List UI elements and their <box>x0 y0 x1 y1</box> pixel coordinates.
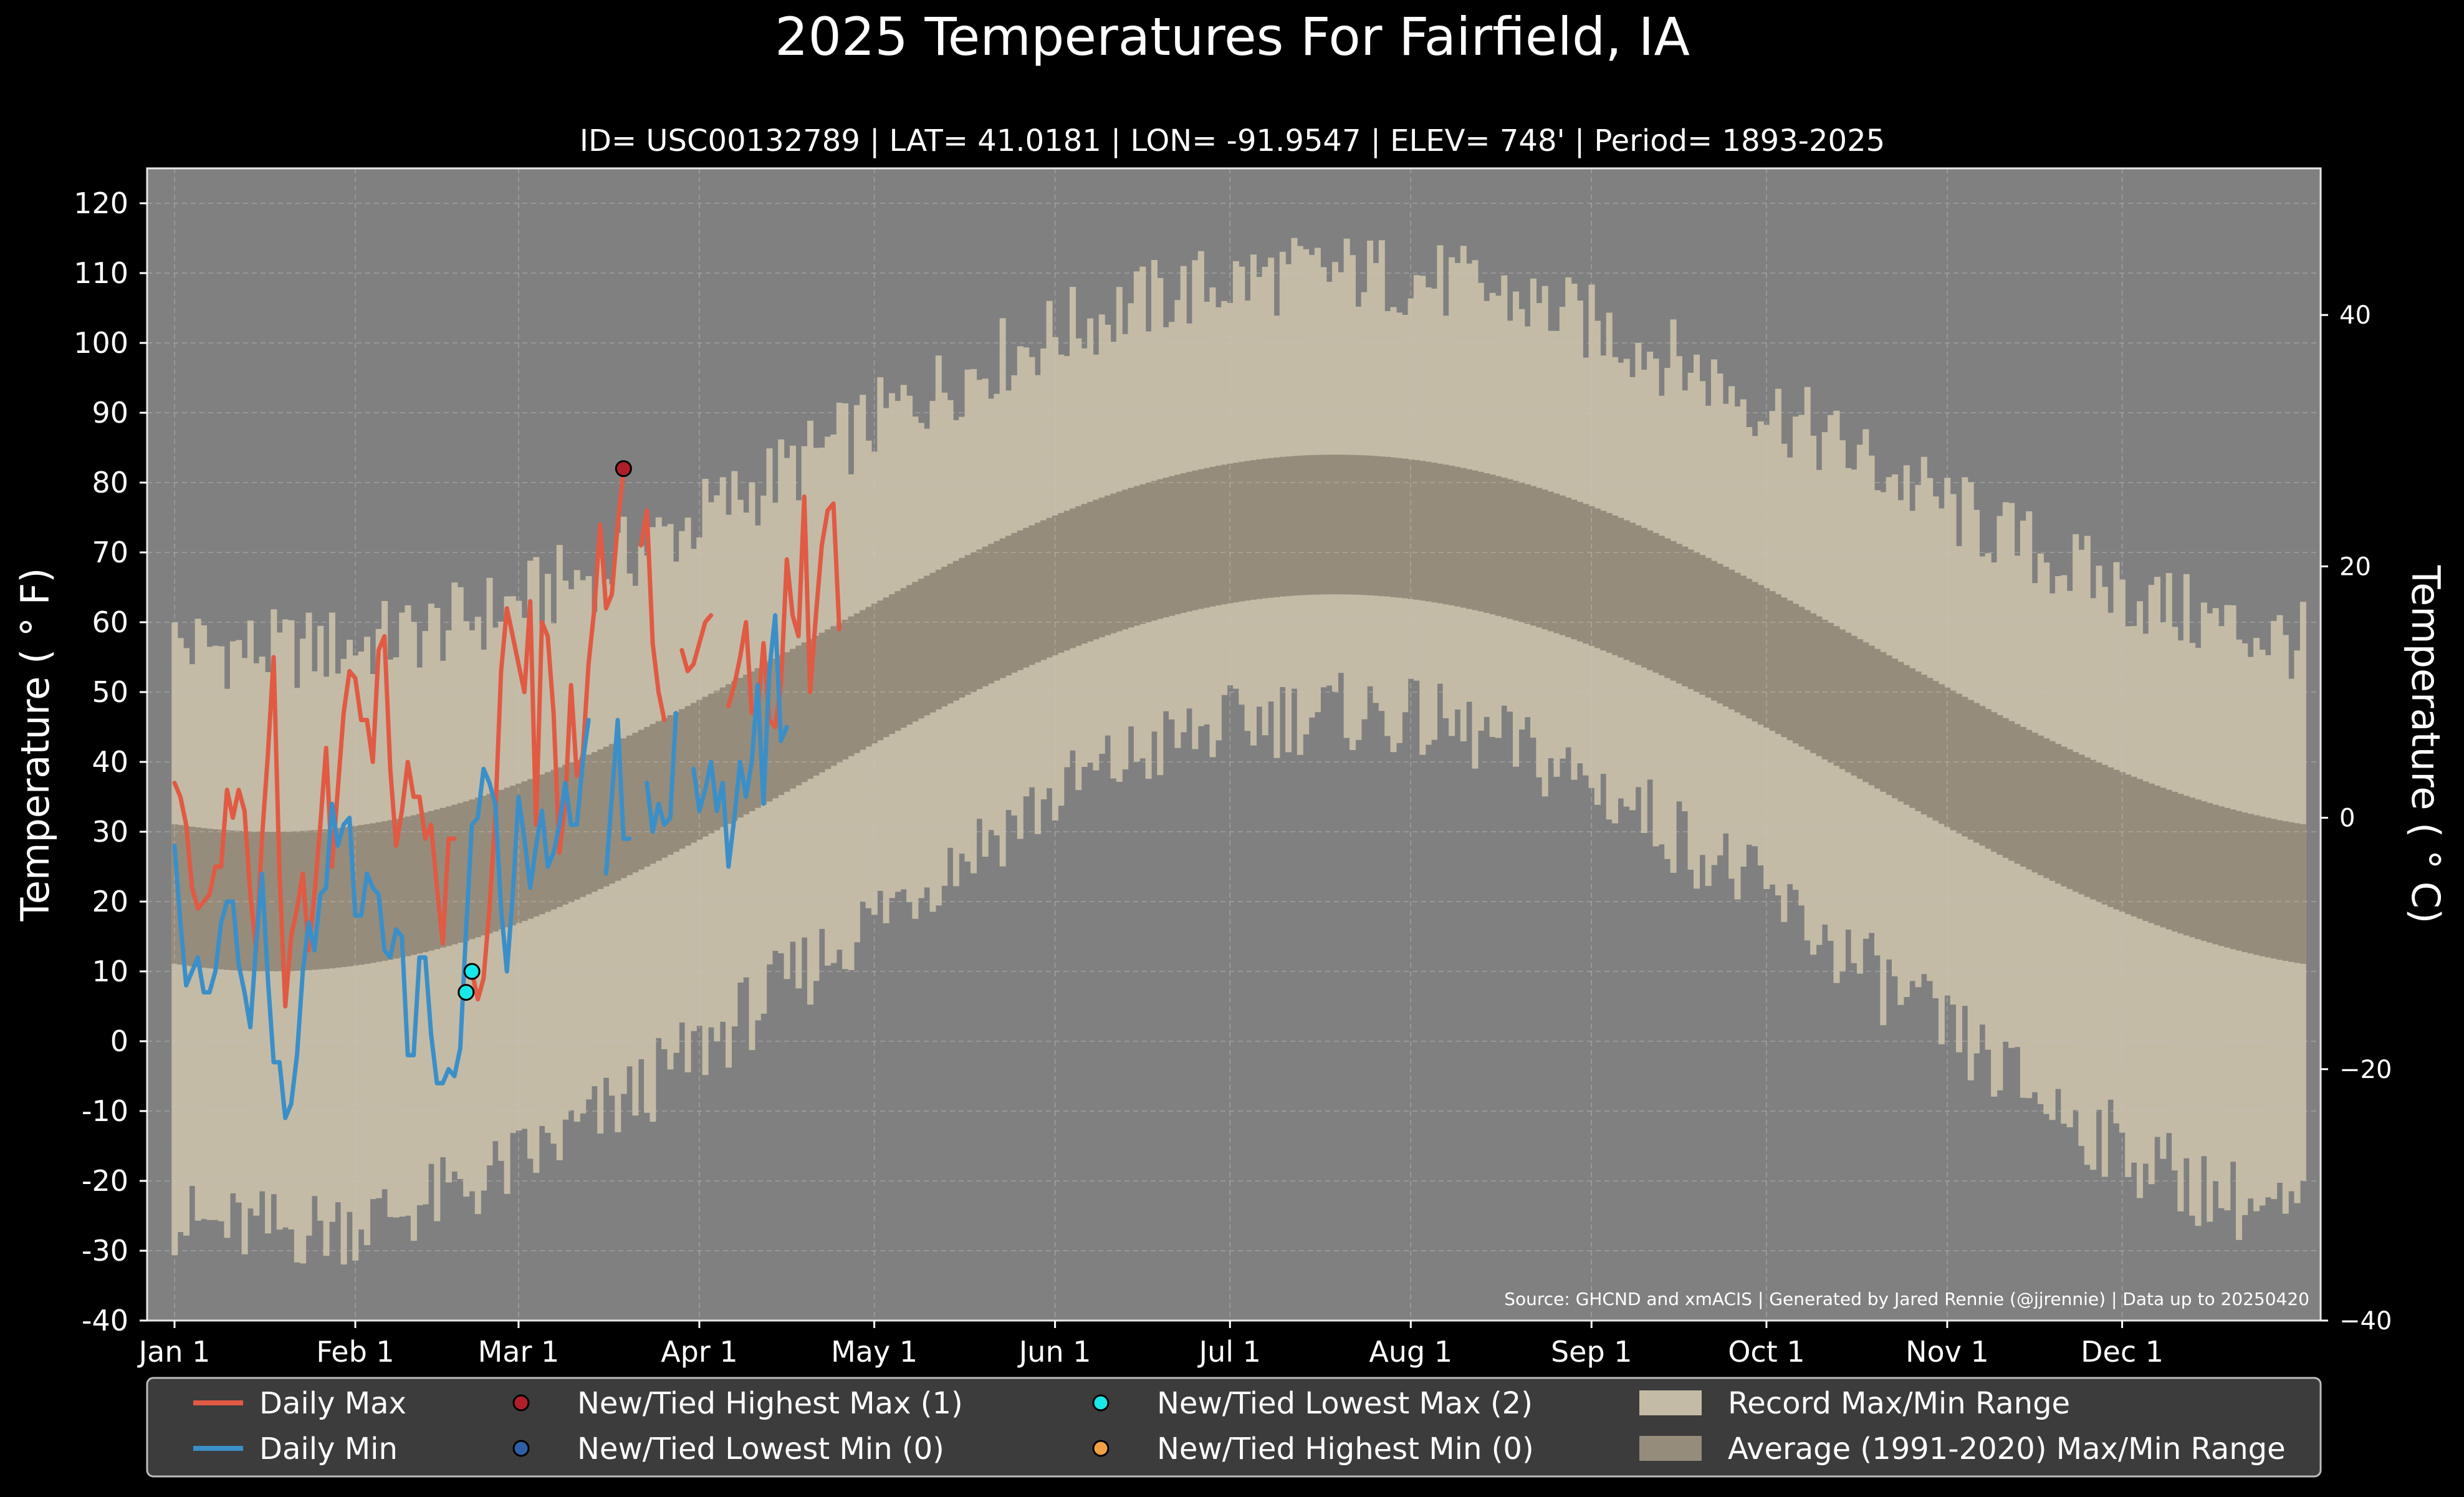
y-right-tick-label: 40 <box>2339 301 2371 330</box>
y-tick-label: 30 <box>92 815 128 849</box>
y-axis-label-right: Temperature ( ° C) <box>2403 565 2448 924</box>
y-tick-label: 90 <box>92 396 128 430</box>
legend-label: Average (1991-2020) Max/Min Range <box>1728 1432 2286 1466</box>
chart-subtitle: ID= USC00132789 | LAT= 41.0181 | LON= -9… <box>580 123 1885 158</box>
y-tick-label: -40 <box>82 1304 128 1337</box>
legend-label: New/Tied Lowest Max (2) <box>1157 1386 1533 1421</box>
x-tick-label: Jun 1 <box>1017 1335 1091 1369</box>
x-tick-label: Mar 1 <box>478 1335 560 1369</box>
y-tick-label: 40 <box>92 745 128 779</box>
y-right-tick-label: 20 <box>2339 552 2371 581</box>
x-axis: Jan 1 Feb 1 Mar 1 Apr 1 May 1 Jun 1 Jul 1 Aug 1… <box>137 1321 2164 1369</box>
legend-swatch-dot <box>1092 1440 1110 1457</box>
plot-area: Source: GHCND and xmACIS | Generated by … <box>146 167 2322 1322</box>
y-tick-label: 10 <box>92 955 128 988</box>
legend-label: Record Max/Min Range <box>1728 1386 2070 1421</box>
legend-swatch-dot <box>1092 1394 1110 1412</box>
record-range-band <box>171 238 2306 1265</box>
y-tick-label: -20 <box>82 1164 128 1198</box>
y-tick-label: 20 <box>92 885 128 918</box>
record-lowest-max-point <box>463 963 481 980</box>
x-tick-label: Feb 1 <box>316 1335 394 1369</box>
legend-swatch-patch <box>1639 1436 1702 1461</box>
x-tick-label: Aug 1 <box>1369 1335 1452 1369</box>
y-axis-left: -40 -30 -20 -10 0 10 20 30 40 50 60 70 80 90 100 110 120 <box>74 186 147 1337</box>
y-tick-label: 70 <box>92 536 128 569</box>
record-highest-max-point <box>615 460 632 478</box>
y-tick-label: -30 <box>82 1234 128 1268</box>
y-axis-right: −40 −20 0 20 40 <box>2321 301 2392 1336</box>
y-tick-label: 80 <box>92 466 128 499</box>
source-note: Source: GHCND and xmACIS | Generated by … <box>1504 1289 2309 1309</box>
legend-label: Daily Min <box>259 1432 398 1466</box>
y-axis-label-left: Temperature ( ° F) <box>12 568 58 922</box>
y-tick-label: 50 <box>92 675 128 709</box>
record-range-bars <box>171 238 2306 1265</box>
y-tick-label: 110 <box>74 256 128 290</box>
legend-label: New/Tied Highest Min (0) <box>1157 1432 1534 1466</box>
x-tick-label: Nov 1 <box>1906 1335 1989 1369</box>
record-points <box>458 460 632 1001</box>
y-right-tick-label: 0 <box>2339 804 2355 833</box>
legend-swatch-dot <box>512 1440 530 1457</box>
legend-swatch-dot <box>512 1394 530 1412</box>
x-tick-label: Oct 1 <box>1728 1335 1805 1369</box>
x-tick-label: Jan 1 <box>137 1335 211 1369</box>
record-lowest-max-point <box>458 984 475 1001</box>
x-tick-label: Dec 1 <box>2081 1335 2164 1369</box>
legend: Daily Max Daily Min New/Tied Highest Max (… <box>146 1377 2322 1478</box>
chart-title: 2025 Temperatures For Fairfield, IA <box>775 6 1690 67</box>
x-tick-label: Jul 1 <box>1197 1335 1261 1369</box>
y-right-tick-label: −20 <box>2339 1056 2392 1084</box>
x-tick-label: Apr 1 <box>661 1335 737 1369</box>
plot-frame <box>146 167 2322 1322</box>
normal-range-bars <box>171 455 2306 971</box>
x-tick-label: Sep 1 <box>1551 1335 1632 1369</box>
normal-range-band <box>171 455 2306 971</box>
y-tick-label: 60 <box>92 605 128 639</box>
legend-label: New/Tied Highest Max (1) <box>577 1386 963 1421</box>
x-tick-label: May 1 <box>831 1335 918 1369</box>
y-tick-label: 120 <box>74 186 128 220</box>
legend-label: New/Tied Lowest Min (0) <box>577 1432 944 1466</box>
y-tick-label: -10 <box>82 1094 128 1128</box>
series-line-daily-max <box>172 466 841 1009</box>
y-tick-label: 100 <box>74 326 128 360</box>
legend-swatch-patch <box>1639 1390 1702 1415</box>
y-right-tick-label: −40 <box>2339 1307 2392 1336</box>
series-lines <box>172 466 841 1120</box>
legend-label: Daily Max <box>259 1386 406 1421</box>
y-tick-label: 0 <box>110 1024 128 1058</box>
series-line-daily-min <box>172 613 789 1120</box>
legend-box <box>146 1377 2322 1478</box>
